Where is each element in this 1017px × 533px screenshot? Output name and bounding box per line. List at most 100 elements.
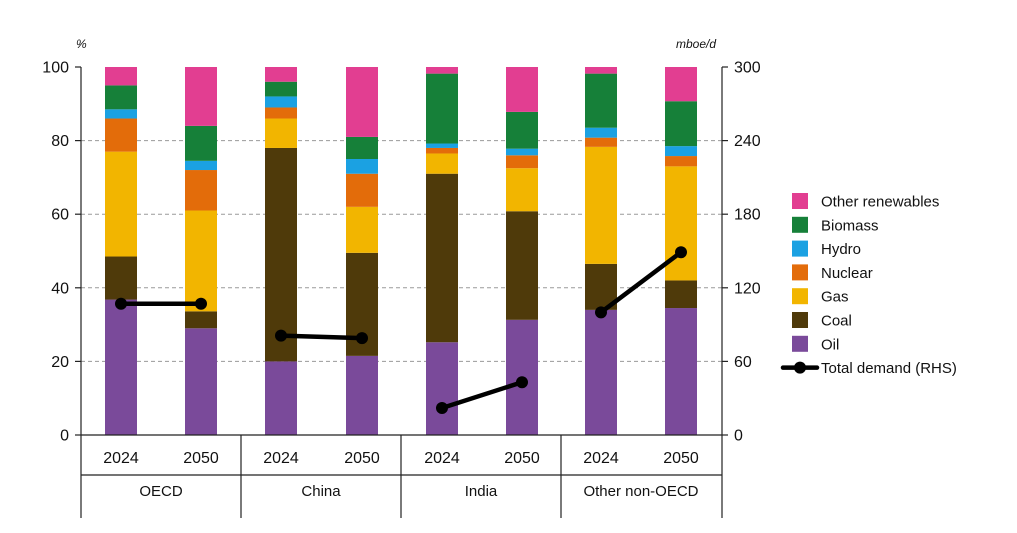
- axes: [80, 67, 723, 518]
- bar-segment: [265, 96, 297, 108]
- legend-swatch: [792, 288, 808, 305]
- bar-segment: [346, 173, 378, 207]
- bar-segment: [185, 210, 217, 312]
- bar-segment: [346, 67, 378, 137]
- bar-segment: [426, 73, 458, 144]
- year-label: 2024: [583, 450, 619, 467]
- region-label: India: [465, 483, 498, 500]
- right-tick-label: 180: [734, 207, 761, 224]
- legend-label: Nuclear: [821, 265, 873, 282]
- bar-segment: [426, 147, 458, 154]
- bar-segment: [185, 170, 217, 211]
- legend-swatch: [792, 216, 808, 233]
- year-label: 2050: [183, 450, 219, 467]
- right-axis-unit: mboe/d: [676, 37, 716, 51]
- legend-swatch: [792, 335, 808, 352]
- bar-segment: [665, 156, 697, 167]
- bar-segment: [185, 125, 217, 161]
- region-label: Other non-OECD: [583, 483, 698, 500]
- bar-segment: [665, 280, 697, 309]
- bar-segment: [665, 101, 697, 147]
- bar-segment: [105, 67, 137, 86]
- bar-segment: [265, 361, 297, 435]
- bar-segment: [665, 146, 697, 157]
- bar-segment: [185, 160, 217, 171]
- bar-segment: [346, 206, 378, 253]
- bar-segment: [265, 67, 297, 82]
- left-axis-unit: %: [76, 37, 87, 51]
- year-label: 2050: [504, 450, 540, 467]
- bar-segment: [426, 67, 458, 74]
- bar-segment: [506, 211, 538, 320]
- right-tick-label: 0: [734, 428, 743, 445]
- legend-label: Gas: [821, 289, 849, 306]
- bar-segment: [426, 173, 458, 343]
- legend-label: Biomass: [821, 217, 879, 234]
- legend-label: Coal: [821, 313, 852, 330]
- bar-segment: [105, 151, 137, 257]
- bar-segment: [665, 308, 697, 435]
- bar-segment: [265, 118, 297, 148]
- right-tick-label: 240: [734, 133, 761, 150]
- year-label: 2024: [424, 450, 460, 467]
- demand-point: [595, 306, 607, 319]
- bar-segment: [506, 168, 538, 212]
- bar-segment: [105, 256, 137, 300]
- legend-label: Other renewables: [821, 194, 939, 211]
- bar-segment: [585, 146, 617, 264]
- demand-point: [195, 297, 207, 310]
- legend-swatch: [792, 264, 808, 281]
- grid-lines: [81, 140, 722, 362]
- bar-segment: [506, 67, 538, 112]
- demand-point: [115, 297, 127, 310]
- bar-segment: [265, 81, 297, 97]
- demand-line-segment: [439, 380, 525, 411]
- bar-segment: [426, 342, 458, 435]
- left-tick-label: 60: [51, 207, 69, 224]
- bar-segment: [105, 118, 137, 152]
- bar-segment: [506, 111, 538, 149]
- left-tick-label: 100: [42, 60, 69, 77]
- bar-segment: [426, 143, 458, 148]
- demand-point: [675, 246, 687, 259]
- region-label: China: [301, 483, 341, 500]
- tick-labels: 0 20 40 60 80 100 0 60 120 180 240 300: [42, 60, 761, 445]
- bar-segment: [185, 67, 217, 126]
- right-tick-label: 60: [734, 354, 752, 371]
- total-demand-line: [115, 246, 687, 415]
- bar-segment: [185, 328, 217, 435]
- bar-segment: [585, 67, 617, 74]
- bar-segment: [185, 311, 217, 329]
- legend-line-marker: [794, 361, 806, 374]
- year-label: 2050: [344, 450, 380, 467]
- right-tick-label: 120: [734, 280, 761, 297]
- demand-point: [516, 376, 528, 389]
- bar-segment: [265, 107, 297, 119]
- bar-segment: [585, 73, 617, 128]
- bar-segment: [585, 309, 617, 435]
- year-label: 2050: [663, 450, 699, 467]
- left-tick-label: 20: [51, 354, 69, 371]
- left-tick-label: 80: [51, 133, 69, 150]
- legend-swatch: [792, 193, 808, 209]
- bar-segment: [585, 127, 617, 138]
- demand-point: [356, 332, 368, 345]
- legend-label: Oil: [821, 336, 839, 353]
- stacked-bars: [105, 67, 697, 435]
- bar-segment: [105, 85, 137, 110]
- bar-segment: [346, 355, 378, 435]
- region-label: OECD: [139, 483, 183, 500]
- legend: Other renewables Biomass Hydro Nuclear Gas Co…: [780, 193, 957, 377]
- legend-label: Hydro: [821, 241, 861, 258]
- bar-segment: [346, 159, 378, 174]
- bar-segment: [585, 137, 617, 147]
- bar-segment: [346, 136, 378, 159]
- bar-segment: [265, 147, 297, 362]
- bar-segment: [665, 67, 697, 102]
- legend-swatch: [792, 240, 808, 257]
- legend-swatch: [792, 312, 808, 328]
- demand-line-segment: [278, 333, 365, 341]
- demand-point: [436, 402, 448, 415]
- demand-point: [275, 329, 287, 342]
